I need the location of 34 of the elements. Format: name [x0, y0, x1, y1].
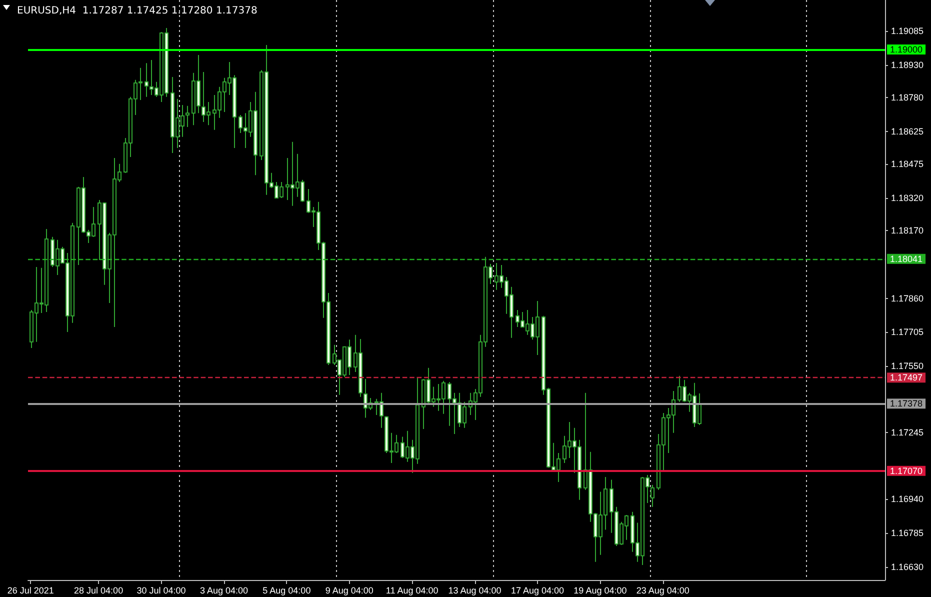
y-tick-label: 1.19085 — [891, 26, 924, 36]
x-tick-label: 23 Aug 04:00 — [636, 586, 690, 596]
y-tick-label: 1.17550 — [891, 361, 924, 372]
x-tick-label: 19 Aug 04:00 — [574, 586, 627, 596]
y-tick-label: 1.16940 — [891, 494, 924, 504]
x-tick-label: 3 Aug 04:00 — [200, 586, 248, 596]
y-tick-label: 1.18475 — [891, 159, 924, 170]
ref-line-label: 1.18041 — [890, 254, 923, 264]
y-tick-label: 1.16785 — [891, 528, 924, 538]
y-tick-label: 1.16630 — [891, 562, 924, 572]
text: EURUSD,H4 1.17287 1.17425 1.17280 1.17378 — [17, 6, 258, 16]
x-tick-label: 26 Jul 2021 — [7, 586, 54, 596]
x-tick-label: 13 Aug 04:00 — [448, 586, 502, 596]
candlestick — [650, 484, 654, 508]
candlestick — [144, 62, 148, 98]
y-tick-label: 1.18930 — [891, 60, 924, 70]
ref-line-label: 1.17497 — [890, 372, 923, 383]
x-tick-label: 5 Aug 04:00 — [262, 586, 311, 596]
y-tick-label: 1.17705 — [891, 327, 924, 338]
y-tick-label: 1.18780 — [891, 92, 924, 103]
candlestick — [186, 105, 190, 128]
ref-line-label: 1.19000 — [890, 44, 923, 55]
y-tick-label: 1.17860 — [891, 293, 924, 304]
x-tick-label: 9 Aug 04:00 — [325, 586, 374, 596]
y-tick-label: 1.18170 — [891, 226, 924, 236]
x-tick-label: 17 Aug 04:00 — [510, 586, 564, 596]
ref-line-label: 1.17378 — [890, 398, 923, 409]
x-tick-label: 28 Jul 04:00 — [74, 586, 124, 596]
y-tick-label: 1.18320 — [891, 192, 924, 203]
x-tick-label: 11 Aug 04:00 — [386, 586, 438, 596]
ref-line-label: 1.17070 — [890, 466, 923, 476]
x-tick-label: 30 Jul 04:00 — [136, 586, 186, 596]
y-tick-label: 1.17245 — [891, 428, 924, 438]
y-tick-label: 1.18625 — [891, 126, 924, 136]
